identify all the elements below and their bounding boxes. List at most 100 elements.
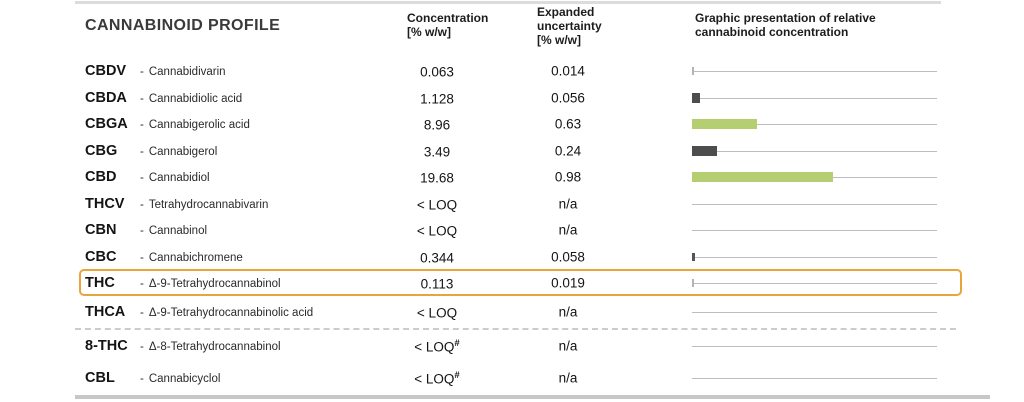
table-row-cbl: CBL - Cannabicyclol < LOQ# n/a	[0, 362, 1024, 395]
compound-label: CBDV - Cannabidivarin	[85, 63, 226, 79]
compound-label: CBGA - Cannabigerolic acid	[85, 116, 250, 132]
dash: -	[140, 373, 144, 385]
concentration-bar	[692, 252, 695, 261]
uncertainty-value: 0.014	[551, 63, 585, 79]
compound-abbr: CBC	[85, 248, 117, 265]
concentration-value: 0.063	[420, 64, 454, 80]
dash: -	[140, 92, 144, 105]
relative-concentration-graphic	[692, 362, 937, 395]
page-title: CANNABINOID PROFILE	[85, 17, 281, 34]
compound-label: CBDA - Cannabidiolic acid	[85, 90, 242, 106]
uncertainty-value: 0.019	[551, 275, 585, 291]
concentration-value: < LOQ#	[414, 369, 460, 387]
concentration-bar	[692, 145, 717, 156]
relative-concentration-graphic	[692, 58, 937, 85]
axis-line	[692, 256, 937, 258]
axis-line	[692, 283, 937, 285]
uncertainty-value: 0.058	[551, 249, 585, 265]
compound-abbr: THCA	[85, 304, 126, 320]
compound-abbr: CBN	[85, 222, 117, 239]
compound-name: Cannabigerol	[148, 145, 218, 158]
axis-line	[692, 312, 937, 313]
concentration-value: < LOQ	[416, 305, 458, 321]
table-row-8thc: 8-THC - Δ-8-Tetrahydrocannabinol < LOQ# n/…	[0, 330, 1024, 362]
bottom-divider	[75, 395, 990, 399]
concentration-value: 0.344	[420, 250, 454, 265]
table-row-cbdv: CBDV - Cannabidivarin 0.063 0.014	[0, 58, 1024, 85]
relative-concentration-graphic	[692, 138, 937, 165]
compound-label: THCA - Δ-9-Tetrahydrocannabinolic acid	[85, 304, 313, 320]
table-row-thc: THC - Δ-9-Tetrahydrocannabinol 0.113 0.019	[0, 269, 1024, 297]
uncertainty-value: n/a	[558, 304, 578, 320]
axis-line	[692, 345, 937, 347]
concentration-bar	[692, 92, 700, 103]
uncertainty-value: n/a	[558, 370, 578, 386]
axis-line	[692, 97, 937, 99]
dash: -	[140, 278, 144, 291]
axis-line	[692, 71, 937, 73]
relative-concentration-graphic	[692, 85, 937, 112]
concentration-bar	[692, 119, 757, 130]
concentration-value: < LOQ	[416, 223, 458, 239]
compound-abbr: 8-THC	[85, 337, 128, 354]
compound-label: THC - Δ-9-Tetrahydrocannabinol	[85, 275, 281, 291]
relative-concentration-graphic	[692, 164, 937, 191]
relative-concentration-graphic	[692, 244, 937, 271]
compound-name: Cannabidiolic acid	[148, 92, 243, 105]
dash: -	[140, 145, 144, 158]
axis-line	[692, 203, 937, 205]
relative-concentration-graphic	[692, 191, 937, 218]
uncertainty-value: 0.056	[551, 90, 585, 106]
concentration-value: 3.49	[423, 144, 451, 159]
axis-line	[692, 230, 937, 232]
relative-concentration-graphic	[692, 297, 937, 328]
dash: -	[140, 66, 144, 79]
compound-abbr: CBDV	[85, 63, 127, 80]
table-row-thca: THCA - Δ-9-Tetrahydrocannabinolic acid < L…	[0, 297, 1024, 328]
concentration-value: 1.128	[420, 91, 454, 106]
concentration-bar	[692, 279, 694, 288]
section-divider-dashed	[75, 327, 956, 330]
dash: -	[140, 119, 144, 132]
compound-label: CBN - Cannabinol	[85, 222, 207, 238]
uncertainty-value: 0.98	[554, 169, 582, 185]
dash: -	[140, 251, 144, 264]
compound-name: Cannabigerolic acid	[148, 119, 250, 132]
compound-name: Cannabicyclol	[148, 373, 221, 385]
compound-name: Δ-9-Tetrahydrocannabinol	[148, 278, 281, 291]
relative-concentration-graphic	[692, 330, 937, 362]
axis-line	[692, 378, 937, 379]
compound-abbr: CBGA	[85, 116, 128, 133]
concentration-value: < LOQ#	[414, 337, 460, 354]
table-row-cbc: CBC - Cannabichromene 0.344 0.058	[0, 244, 1024, 271]
relative-concentration-graphic	[692, 111, 937, 138]
concentration-value: 0.113	[420, 276, 454, 292]
uncertainty-value: 0.63	[554, 116, 582, 132]
compound-label: CBG - Cannabigerol	[85, 143, 217, 159]
dash: -	[140, 340, 144, 353]
uncertainty-value: 0.24	[554, 143, 582, 159]
compound-label: 8-THC - Δ-8-Tetrahydrocannabinol	[85, 338, 281, 354]
table-row-cbda: CBDA - Cannabidiolic acid 1.128 0.056	[0, 85, 1024, 112]
axis-line	[692, 124, 937, 126]
uncertainty-value: n/a	[558, 222, 578, 238]
loq-footnote-mark: #	[454, 369, 460, 381]
compound-label: THCV - Tetrahydrocannabivarin	[85, 196, 268, 212]
compound-name: Δ-9-Tetrahydrocannabinolic acid	[148, 307, 314, 319]
table-row-thcv: THCV - Tetrahydrocannabivarin < LOQ n/a	[0, 191, 1024, 218]
compound-label: CBL - Cannabicyclol	[85, 370, 220, 386]
axis-line	[692, 150, 937, 152]
concentration-bar	[692, 67, 694, 76]
table-row-cbd: CBD - Cannabidiol 19.68 0.98	[0, 164, 1024, 191]
compound-label: CBC - Cannabichromene	[85, 249, 243, 265]
table-row-cbn: CBN - Cannabinol < LOQ n/a	[0, 217, 1024, 244]
compound-name: Cannabidiol	[148, 172, 210, 185]
column-header-concentration: Concentration [% w/w]	[407, 11, 489, 40]
cannabinoid-table: CBDV - Cannabidivarin 0.063 0.014 CBDA - Can…	[0, 58, 1024, 395]
concentration-bar	[692, 172, 833, 183]
concentration-value: 8.96	[423, 117, 451, 133]
dash: -	[140, 198, 144, 211]
table-row-cbg: CBG - Cannabigerol 3.49 0.24	[0, 138, 1024, 165]
compound-abbr: CBL	[85, 370, 115, 386]
table-row-cbga: CBGA - Cannabigerolic acid 8.96 0.63	[0, 111, 1024, 138]
